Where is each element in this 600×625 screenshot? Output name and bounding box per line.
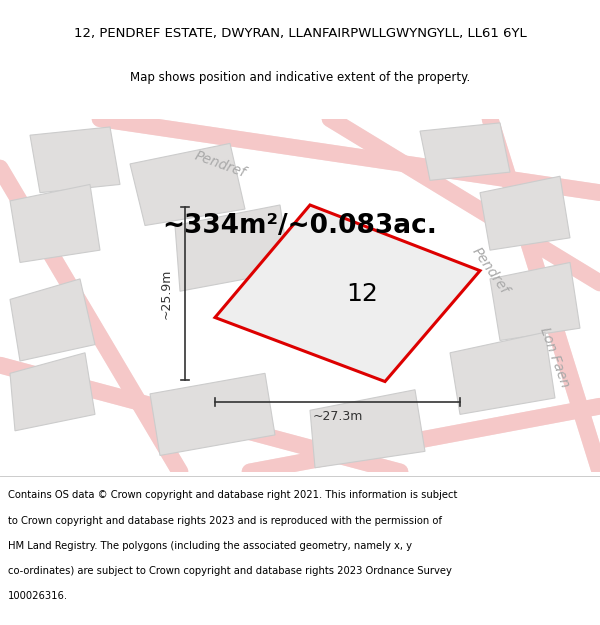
Text: Contains OS data © Crown copyright and database right 2021. This information is : Contains OS data © Crown copyright and d…: [8, 490, 457, 500]
Polygon shape: [450, 332, 555, 414]
Polygon shape: [150, 373, 275, 456]
Text: Map shows position and indicative extent of the property.: Map shows position and indicative extent…: [130, 71, 470, 84]
Polygon shape: [480, 176, 570, 250]
Text: ~334m²/~0.083ac.: ~334m²/~0.083ac.: [163, 213, 437, 239]
Polygon shape: [490, 262, 580, 341]
Text: ~27.3m: ~27.3m: [313, 410, 362, 423]
Text: Pendref: Pendref: [193, 148, 248, 179]
Polygon shape: [175, 205, 290, 291]
Text: Pendref: Pendref: [469, 245, 511, 297]
Polygon shape: [130, 143, 245, 226]
Polygon shape: [30, 127, 120, 192]
Polygon shape: [310, 390, 425, 468]
Text: 12, PENDREF ESTATE, DWYRAN, LLANFAIRPWLLGWYNGYLL, LL61 6YL: 12, PENDREF ESTATE, DWYRAN, LLANFAIRPWLL…: [74, 27, 526, 40]
Text: co-ordinates) are subject to Crown copyright and database rights 2023 Ordnance S: co-ordinates) are subject to Crown copyr…: [8, 566, 452, 576]
Polygon shape: [10, 184, 100, 262]
Text: Lon Faen: Lon Faen: [538, 325, 572, 389]
Polygon shape: [420, 123, 510, 181]
Text: ~25.9m: ~25.9m: [160, 269, 173, 319]
Text: to Crown copyright and database rights 2023 and is reproduced with the permissio: to Crown copyright and database rights 2…: [8, 516, 442, 526]
Polygon shape: [215, 205, 480, 381]
Text: 100026316.: 100026316.: [8, 591, 68, 601]
Polygon shape: [10, 279, 95, 361]
Text: HM Land Registry. The polygons (including the associated geometry, namely x, y: HM Land Registry. The polygons (includin…: [8, 541, 412, 551]
Polygon shape: [10, 352, 95, 431]
Text: 12: 12: [347, 282, 379, 306]
